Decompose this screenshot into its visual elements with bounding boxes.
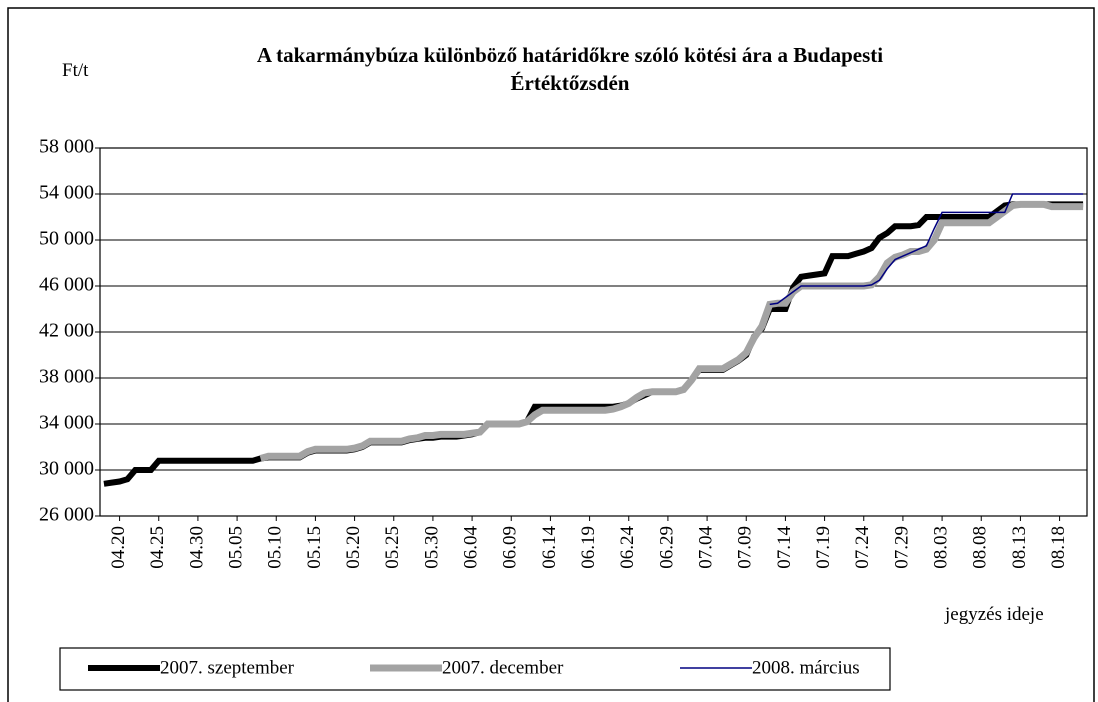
y-tick-label: 58 000 bbox=[39, 136, 94, 158]
chart-title: A takarmánybúza különböző határidőkre sz… bbox=[257, 43, 883, 67]
y-axis-label: Ft/t bbox=[62, 60, 89, 81]
x-tick-label: 07.24 bbox=[852, 526, 873, 569]
legend-label: 2008. március bbox=[752, 657, 860, 678]
y-tick-label: 30 000 bbox=[39, 458, 94, 480]
x-tick-label: 05.30 bbox=[421, 526, 442, 569]
x-tick-label: 08.13 bbox=[1009, 526, 1030, 569]
x-tick-label: 05.20 bbox=[343, 526, 364, 569]
x-tick-label: 04.30 bbox=[186, 526, 207, 569]
y-tick-label: 42 000 bbox=[39, 320, 94, 342]
plot-area: 26 000 30 000 34 000 38 000 42 000 46 000 50 0… bbox=[39, 136, 1088, 569]
x-tick-label: 04.20 bbox=[108, 526, 129, 569]
x-tick-label: 05.05 bbox=[225, 526, 246, 569]
x-tick-label: 07.09 bbox=[735, 526, 756, 569]
chart-title-line2: Értéktőzsdén bbox=[511, 71, 630, 95]
x-tick-label: 07.29 bbox=[891, 526, 912, 569]
x-tick-label: 07.19 bbox=[813, 526, 834, 569]
x-axis-label: jegyzés ideje bbox=[944, 604, 1044, 625]
x-tick-label: 06.29 bbox=[656, 526, 677, 569]
legend: 2007. szeptember 2007. december 2008. márc… bbox=[88, 657, 860, 678]
x-tick-label: 05.10 bbox=[265, 526, 286, 569]
x-tick-label: 07.04 bbox=[695, 526, 716, 569]
y-tick-label: 54 000 bbox=[39, 182, 94, 204]
y-tick-label: 38 000 bbox=[39, 366, 94, 388]
x-tick-label: 08.08 bbox=[970, 526, 991, 569]
x-tick-label: 06.19 bbox=[578, 526, 599, 569]
legend-label: 2007. szeptember bbox=[160, 657, 295, 678]
x-tick-label: 08.18 bbox=[1048, 526, 1069, 569]
x-tick-label: 06.14 bbox=[539, 526, 560, 569]
y-tick-label: 26 000 bbox=[39, 504, 94, 526]
x-tick-label: 04.25 bbox=[147, 526, 168, 569]
x-tick-label: 06.24 bbox=[617, 526, 638, 569]
y-tick-label: 46 000 bbox=[39, 274, 94, 296]
chart-frame bbox=[7, 7, 1095, 702]
legend-label: 2007. december bbox=[442, 657, 564, 678]
x-tick-label: 08.03 bbox=[930, 526, 951, 569]
series-line bbox=[769, 193, 1084, 306]
y-tick-label: 50 000 bbox=[39, 228, 94, 250]
series-line bbox=[259, 200, 1084, 462]
x-tick-label: 06.09 bbox=[500, 526, 521, 569]
x-tick-label: 05.25 bbox=[382, 526, 403, 569]
y-tick-label: 34 000 bbox=[39, 412, 94, 434]
x-tick-label: 07.14 bbox=[774, 526, 795, 569]
legend-box bbox=[59, 647, 891, 691]
x-tick-label: 06.04 bbox=[460, 526, 481, 569]
x-tick-label: 05.15 bbox=[304, 526, 325, 569]
